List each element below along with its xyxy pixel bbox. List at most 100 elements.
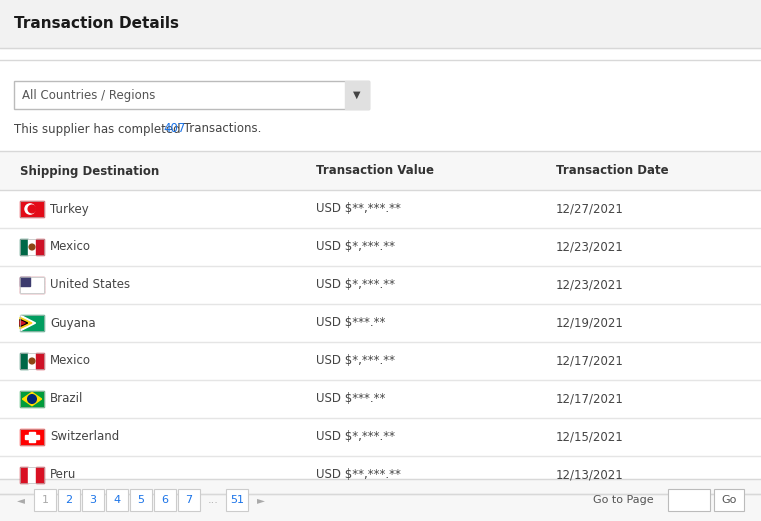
Bar — [58, 489, 80, 511]
Text: Turkey: Turkey — [50, 203, 89, 216]
Bar — [0, 228, 761, 266]
Bar — [20, 391, 44, 407]
Circle shape — [28, 205, 36, 213]
Bar — [28, 467, 36, 483]
Bar — [154, 489, 176, 511]
Bar — [20, 239, 28, 255]
Text: 4: 4 — [113, 495, 120, 505]
Bar — [106, 489, 128, 511]
Text: 51: 51 — [230, 495, 244, 505]
Bar — [34, 489, 56, 511]
Polygon shape — [20, 315, 36, 331]
Bar — [20, 201, 44, 217]
Polygon shape — [20, 321, 25, 325]
Bar — [20, 467, 28, 483]
Bar — [20, 289, 44, 291]
Text: Transaction Value: Transaction Value — [316, 165, 434, 178]
Polygon shape — [22, 392, 42, 406]
Bar — [36, 353, 44, 369]
Text: USD $*,***.**: USD $*,***.** — [316, 354, 395, 367]
Bar — [20, 279, 44, 281]
Circle shape — [25, 204, 35, 214]
Bar — [20, 429, 44, 445]
Text: 407: 407 — [164, 122, 186, 135]
Bar — [0, 190, 761, 228]
Text: This supplier has completed: This supplier has completed — [14, 122, 184, 135]
Bar — [29, 432, 35, 442]
Text: Mexico: Mexico — [50, 354, 91, 367]
Text: ◄: ◄ — [17, 495, 25, 505]
Bar — [20, 391, 44, 407]
Bar — [20, 201, 44, 217]
Text: 12/27/2021: 12/27/2021 — [556, 203, 624, 216]
Bar — [36, 467, 44, 483]
Text: 5: 5 — [138, 495, 145, 505]
Polygon shape — [20, 317, 32, 329]
Polygon shape — [20, 319, 27, 327]
Text: 2: 2 — [65, 495, 72, 505]
Text: Brazil: Brazil — [50, 392, 84, 405]
Bar — [25, 435, 39, 439]
Text: ▼: ▼ — [353, 90, 361, 100]
Bar — [20, 287, 44, 288]
Bar — [28, 353, 36, 369]
Text: USD $**,***.**: USD $**,***.** — [316, 468, 401, 481]
Text: ►: ► — [257, 495, 265, 505]
Bar — [0, 342, 761, 380]
Text: USD $***.**: USD $***.** — [316, 392, 385, 405]
Bar — [20, 315, 44, 331]
Bar — [668, 489, 710, 511]
Text: Go to Page: Go to Page — [593, 495, 654, 505]
Text: USD $*,***.**: USD $*,***.** — [316, 241, 395, 254]
Bar — [0, 266, 761, 304]
Text: 7: 7 — [186, 495, 193, 505]
Text: 6: 6 — [161, 495, 168, 505]
Bar — [20, 353, 28, 369]
Bar — [28, 239, 36, 255]
Bar — [20, 277, 30, 286]
Text: Guyana: Guyana — [50, 316, 96, 329]
Text: Shipping Destination: Shipping Destination — [20, 165, 159, 178]
Circle shape — [27, 395, 37, 403]
Bar — [20, 277, 44, 278]
Text: Transactions.: Transactions. — [180, 122, 261, 135]
Text: Go: Go — [721, 495, 737, 505]
Text: USD $***.**: USD $***.** — [316, 316, 385, 329]
Bar — [226, 489, 248, 511]
Bar — [14, 81, 369, 109]
Circle shape — [29, 244, 35, 250]
Text: Mexico: Mexico — [50, 241, 91, 254]
Text: 12/19/2021: 12/19/2021 — [556, 316, 624, 329]
Bar — [0, 456, 761, 494]
Bar — [345, 81, 369, 109]
Bar — [36, 239, 44, 255]
Bar — [20, 284, 44, 286]
Bar — [0, 479, 761, 521]
Bar — [0, 304, 761, 342]
Bar — [20, 277, 44, 293]
Bar — [20, 239, 44, 255]
Bar — [20, 467, 44, 483]
Circle shape — [29, 358, 35, 364]
Bar — [178, 489, 200, 511]
Text: Peru: Peru — [50, 468, 76, 481]
Bar — [714, 489, 744, 511]
Bar — [0, 152, 761, 190]
Text: 12/17/2021: 12/17/2021 — [556, 392, 624, 405]
Bar — [20, 292, 44, 293]
Text: 3: 3 — [90, 495, 97, 505]
Text: USD $*,***.**: USD $*,***.** — [316, 430, 395, 443]
Text: 12/23/2021: 12/23/2021 — [556, 279, 624, 292]
Bar — [20, 429, 44, 445]
Text: Transaction Date: Transaction Date — [556, 165, 669, 178]
Text: 1: 1 — [42, 495, 49, 505]
Bar — [20, 353, 44, 369]
Bar — [130, 489, 152, 511]
Text: USD $*,***.**: USD $*,***.** — [316, 279, 395, 292]
Text: All Countries / Regions: All Countries / Regions — [22, 89, 155, 102]
Bar — [20, 282, 44, 283]
Bar — [20, 277, 44, 293]
Text: 12/23/2021: 12/23/2021 — [556, 241, 624, 254]
Text: USD $**,***.**: USD $**,***.** — [316, 203, 401, 216]
Text: ...: ... — [208, 495, 218, 505]
